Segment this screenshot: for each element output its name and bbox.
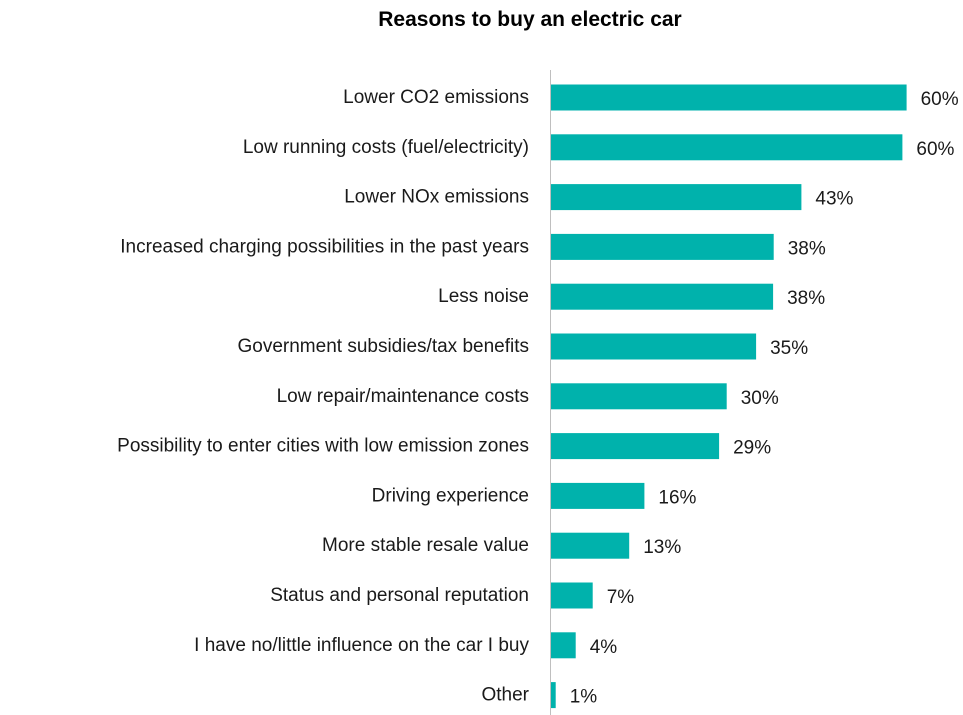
- category-label-6: Low repair/maintenance costs: [277, 386, 529, 407]
- value-label-7: 29%: [733, 438, 771, 459]
- bar-7: [551, 433, 720, 460]
- value-label-11: 4%: [590, 637, 618, 658]
- value-label-12: 1%: [570, 687, 598, 708]
- value-label-6: 30%: [741, 388, 779, 409]
- bar-6: [551, 383, 727, 410]
- category-label-12: Other: [481, 685, 529, 706]
- bar-10: [551, 582, 593, 609]
- category-label-3: Increased charging possibilities in the …: [120, 236, 529, 257]
- bar-2: [551, 184, 802, 211]
- bar-0: [551, 84, 907, 111]
- category-label-8: Driving experience: [372, 485, 529, 506]
- category-label-7: Possibility to enter cities with low emi…: [117, 436, 529, 457]
- bar-1: [551, 134, 903, 161]
- category-label-4: Less noise: [438, 286, 529, 307]
- value-label-4: 38%: [787, 288, 825, 309]
- bar-12: [551, 682, 556, 709]
- category-label-11: I have no/little influence on the car I …: [194, 635, 529, 656]
- category-label-0: Lower CO2 emissions: [343, 87, 529, 108]
- category-label-1: Low running costs (fuel/electricity): [243, 137, 529, 158]
- category-label-2: Lower NOx emissions: [344, 187, 529, 208]
- category-labels: Lower CO2 emissions Low running costs (fu…: [117, 87, 530, 706]
- bar-5: [551, 333, 757, 360]
- bars-group: [551, 84, 907, 709]
- chart-title: Reasons to buy an electric car: [378, 8, 682, 31]
- bar-9: [551, 532, 630, 559]
- bar-3: [551, 233, 774, 260]
- value-label-8: 16%: [658, 487, 696, 508]
- value-label-9: 13%: [643, 537, 681, 558]
- value-label-5: 35%: [770, 338, 808, 359]
- category-label-9: More stable resale value: [322, 535, 529, 556]
- value-label-3: 38%: [788, 238, 826, 259]
- bar-11: [551, 632, 576, 659]
- category-label-5: Government subsidies/tax benefits: [238, 336, 530, 357]
- value-label-10: 7%: [607, 587, 635, 608]
- value-label-1: 60%: [916, 139, 954, 160]
- value-label-0: 60%: [921, 89, 959, 110]
- category-label-10: Status and personal reputation: [270, 585, 529, 606]
- bar-4: [551, 283, 774, 310]
- bar-8: [551, 482, 645, 509]
- value-label-2: 43%: [815, 189, 853, 210]
- value-labels: 60% 60% 43% 38% 38% 35% 30% 29% 16% 13% 7% 4% 1%: [570, 89, 959, 708]
